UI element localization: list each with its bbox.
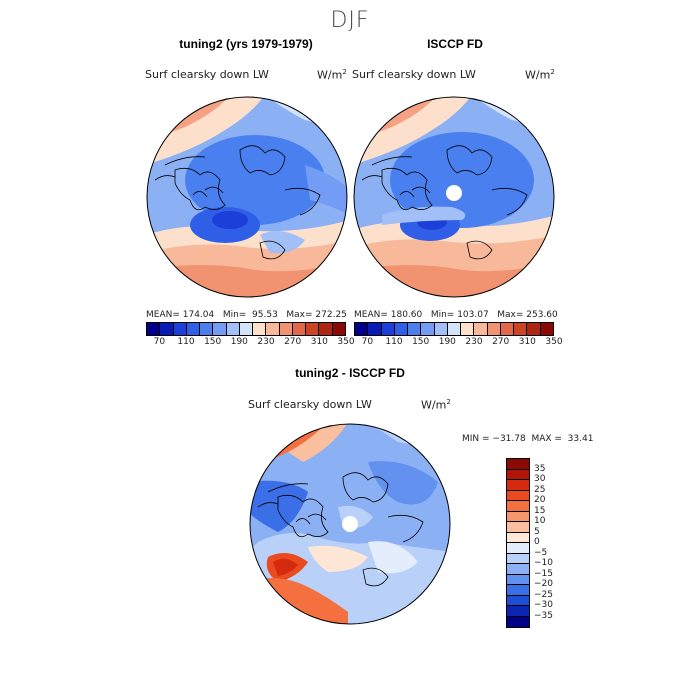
obs-stats: MEAN= 180.60 Min= 103.07 Max= 253.60 — [354, 310, 558, 320]
obs-colorbar-swatch — [540, 323, 553, 335]
diff-colorbar-swatch — [507, 501, 529, 512]
figure-title: DJF — [330, 8, 370, 33]
diff-colorbar-swatch — [507, 459, 529, 470]
diff-colorbar-tick-label: 30 — [534, 474, 546, 484]
obs-colorbar-swatch — [500, 323, 515, 335]
model-colorbar-tick-label: 350 — [337, 337, 355, 347]
diff-panel-title: tuning2 - ISCCP FD — [295, 366, 405, 380]
model-colorbar-swatch — [332, 323, 345, 335]
model-colorbar-tick-label: 70 — [153, 337, 166, 347]
diff-colorbar-swatch — [507, 469, 529, 480]
diff-colorbar-swatch — [507, 480, 529, 491]
diff-colorbar-labels: 35 30 25 20 15 10 5 0 −5 −10 −15 −20 −25 −30 −35 — [534, 458, 574, 628]
diff-colorbar-tick-label: 5 — [534, 526, 540, 537]
obs-colorbar-tick-label: 230 — [465, 337, 483, 347]
diff-colorbar-tick-label: −15 — [534, 568, 553, 579]
model-colorbar-swatch — [200, 323, 214, 335]
diff-colorbar-swatch — [507, 606, 529, 617]
diff-colorbar-tick-label: 20 — [534, 495, 546, 505]
diff-stats: MIN = −31.78 MAX = 33.41 — [462, 434, 594, 444]
model-colorbar-swatch — [213, 323, 227, 335]
diff-colorbar-tick-label: 35 — [534, 463, 546, 474]
model-panel-title: tuning2 (yrs 1979-1979) — [179, 37, 313, 51]
obs-colorbar-swatch — [408, 323, 422, 335]
model-stats: MEAN= 174.04 Min= 95.53 Max= 272.25 — [146, 310, 347, 320]
diff-colorbar-swatch — [507, 616, 529, 627]
obs-colorbar-tick-label: 190 — [438, 337, 456, 347]
diff-colorbar-tick-label: −30 — [534, 600, 553, 610]
diff-colorbar-swatch — [507, 564, 529, 575]
diff-colorbar-tick-label: −25 — [534, 589, 553, 600]
obs-colorbar-swatch — [434, 323, 448, 335]
obs-polar-map — [353, 96, 555, 298]
obs-colorbar-swatch — [421, 323, 435, 335]
diff-colorbar-swatch — [507, 543, 529, 554]
obs-colorbar-tick-label: 270 — [492, 337, 510, 347]
model-colorbar-swatch — [292, 323, 307, 335]
model-colorbar-swatch — [306, 323, 320, 335]
model-colorbar-tick-label: 310 — [310, 337, 328, 347]
obs-colorbar-swatch — [355, 323, 369, 335]
obs-colorbar-tick-label: 150 — [412, 337, 430, 347]
obs-colorbar-swatch — [368, 323, 382, 335]
diff-colorbar-swatch — [507, 595, 529, 606]
obs-units-label: W/m2 — [525, 68, 555, 82]
obs-colorbar-swatch — [514, 323, 528, 335]
obs-colorbar-tick-label: 350 — [545, 337, 563, 347]
obs-colorbar-swatch — [447, 323, 462, 335]
diff-colorbar-swatch — [507, 490, 529, 501]
diff-colorbar-swatch — [507, 522, 529, 533]
model-colorbar-swatch — [186, 323, 201, 335]
obs-panel-title: ISCCP FD — [427, 37, 483, 51]
model-colorbar-tick-label: 270 — [284, 337, 302, 347]
diff-colorbar-tick-label: 25 — [534, 484, 546, 495]
diff-colorbar-swatch — [507, 532, 529, 543]
model-polar-map — [146, 96, 348, 298]
diff-colorbar-tick-label: −35 — [534, 610, 553, 621]
model-colorbar — [146, 322, 346, 336]
diff-colorbar-tick-label: 15 — [534, 505, 546, 516]
model-colorbar-swatch — [226, 323, 240, 335]
model-units-label: W/m2 — [317, 68, 347, 82]
diff-colorbar-swatch — [507, 553, 529, 564]
model-variable-label: Surf clearsky down LW — [145, 68, 269, 81]
diff-colorbar-tick-label: −5 — [534, 547, 548, 558]
obs-colorbar-swatch — [487, 323, 501, 335]
model-colorbar-swatch — [173, 323, 187, 335]
diff-variable-label: Surf clearsky down LW — [248, 398, 372, 411]
obs-colorbar-swatch — [461, 323, 475, 335]
obs-colorbar-ticks: 70 110 150 190 230 270 310 350 — [354, 337, 563, 349]
obs-colorbar-tick-label: 310 — [518, 337, 536, 347]
model-colorbar-tick-label: 190 — [230, 337, 248, 347]
diff-colorbar-swatch — [507, 511, 529, 522]
obs-colorbar-swatch — [527, 323, 541, 335]
diff-colorbar-tick-label: 10 — [534, 516, 546, 526]
obs-colorbar-swatch — [474, 323, 488, 335]
obs-colorbar-swatch — [381, 323, 395, 335]
diff-colorbar-tick-label: −20 — [534, 579, 553, 589]
diff-colorbar — [506, 458, 530, 628]
diff-polar-map — [249, 423, 451, 625]
model-colorbar-swatch — [279, 323, 293, 335]
diff-colorbar-tick-label: 0 — [534, 537, 540, 547]
obs-colorbar-swatch — [394, 323, 409, 335]
model-colorbar-swatch — [319, 323, 333, 335]
diff-colorbar-swatch — [507, 574, 529, 585]
obs-variable-label: Surf clearsky down LW — [352, 68, 476, 81]
obs-colorbar-tick-label: 110 — [385, 337, 403, 347]
diff-colorbar-swatch — [507, 585, 529, 596]
model-colorbar-tick-label: 230 — [257, 337, 275, 347]
obs-colorbar-tick-label: 70 — [361, 337, 374, 347]
model-colorbar-swatch — [147, 323, 161, 335]
model-colorbar-swatch — [239, 323, 254, 335]
model-colorbar-tick-label: 150 — [204, 337, 222, 347]
diff-colorbar-tick-label: −10 — [534, 558, 553, 568]
model-colorbar-swatch — [253, 323, 267, 335]
model-colorbar-swatch — [160, 323, 174, 335]
model-colorbar-swatch — [266, 323, 280, 335]
obs-colorbar — [354, 322, 554, 336]
model-colorbar-ticks: 70 110 150 190 230 270 310 350 — [146, 337, 355, 349]
diff-units-label: W/m2 — [421, 398, 451, 412]
model-colorbar-tick-label: 110 — [177, 337, 195, 347]
